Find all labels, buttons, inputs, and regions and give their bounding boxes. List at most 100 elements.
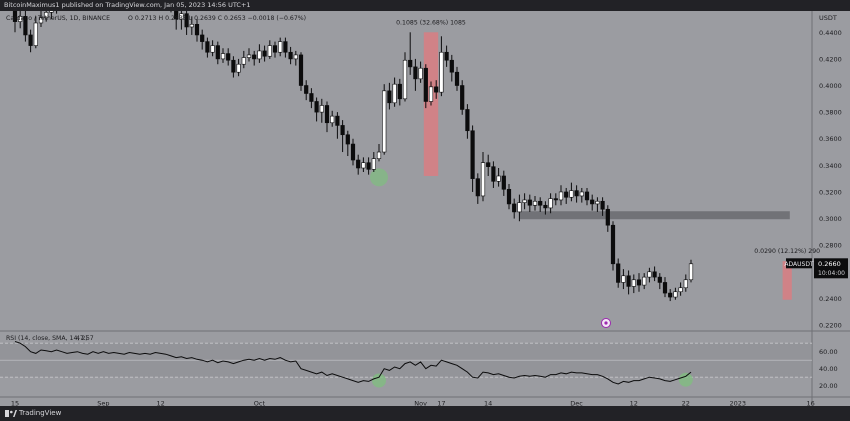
candle [293, 50, 298, 66]
candle-body [636, 279, 642, 286]
candle-body [220, 53, 226, 60]
candle [23, 11, 28, 42]
candle-body [626, 275, 631, 287]
candle-body [470, 130, 475, 179]
legend-layer: Cardano / TetherUS, 1D, BINANCE O 0.2713 … [6, 15, 306, 342]
candle-body [428, 86, 434, 102]
candle [252, 50, 257, 66]
candle-body [538, 200, 543, 206]
candle [278, 37, 283, 57]
candle-body [408, 59, 413, 68]
candle [371, 152, 376, 172]
candle [584, 187, 590, 206]
candle-body [23, 16, 28, 36]
candle [402, 52, 408, 102]
candle-body [569, 190, 574, 198]
measure-label-2: 0.0290 (12.12%) 290 [754, 248, 820, 255]
candle [548, 193, 553, 214]
candle-body [215, 45, 220, 60]
support-zone [519, 211, 790, 220]
candle [465, 104, 470, 139]
candle [470, 125, 475, 192]
candle [210, 40, 215, 57]
y-tick-label: 0.3800 [819, 109, 842, 117]
candle-series[interactable] [12, 11, 694, 302]
candle [449, 54, 454, 82]
candle-body [356, 159, 361, 169]
candle [480, 152, 486, 202]
candle-body [33, 22, 38, 46]
candle [616, 258, 621, 288]
candle-body [345, 134, 350, 145]
published-header: BitcoinMaximus1 published on TradingView… [0, 0, 850, 11]
candle-body [600, 200, 605, 210]
candle-body [376, 151, 382, 159]
candle [382, 84, 387, 155]
candle [543, 201, 548, 215]
candle [454, 66, 460, 91]
candle-body [558, 191, 564, 201]
candle [345, 130, 350, 157]
candle-body [506, 188, 512, 205]
currency-label: USDT [819, 14, 837, 22]
candle-body [38, 17, 44, 24]
candle-body [252, 54, 257, 60]
y-tick-label: 0.3600 [819, 135, 842, 143]
candle-body [179, 13, 184, 20]
candle [309, 88, 314, 109]
candle-body [184, 13, 189, 28]
candle [257, 44, 262, 63]
candle [200, 29, 205, 50]
candle-body [205, 41, 210, 53]
x-tick-label: 16 [806, 400, 814, 407]
y-tick-label: 0.2400 [819, 295, 842, 303]
candle-body [272, 45, 278, 53]
candle [231, 56, 236, 78]
candle-body [631, 279, 636, 287]
candle [501, 170, 506, 196]
candle-body [610, 224, 616, 265]
candle-body [673, 291, 678, 298]
candle-body [512, 203, 517, 213]
x-tick-label: Oct [254, 400, 266, 407]
candle-body [454, 71, 460, 86]
candle-body [605, 208, 610, 226]
symbol-badge [786, 258, 812, 269]
rsi-title: RSI (14, close, SMA, 14, 2) [6, 335, 88, 342]
rsi-pane[interactable] [0, 341, 812, 388]
candle [44, 11, 49, 22]
candle-body [335, 115, 340, 126]
candle [174, 11, 179, 30]
candle-body [434, 86, 439, 93]
candle [262, 45, 267, 62]
candle [33, 16, 38, 49]
tradingview-logo-icon [5, 410, 17, 417]
y-tick-label: 0.3000 [819, 215, 842, 223]
candle-body [246, 54, 252, 58]
rsi-highlight-circle-2 [678, 372, 693, 387]
candle-body [44, 12, 49, 18]
footer-bar: TradingView [0, 406, 850, 421]
candle-body [402, 59, 408, 100]
candle [444, 45, 449, 67]
measure-box-2 [782, 261, 792, 300]
candle-body [12, 11, 18, 22]
candle-body [304, 85, 309, 94]
candle-body [366, 162, 371, 170]
candle-body [236, 63, 241, 73]
candle [340, 120, 345, 153]
candle [38, 11, 44, 27]
measure-label-1: 0.1085 (32.68%) 1085 [396, 19, 466, 26]
candle-body [418, 67, 423, 80]
candle [350, 138, 356, 166]
candle-body [257, 50, 262, 60]
candle-body [522, 199, 527, 203]
candle-body [584, 191, 590, 201]
candle [246, 48, 252, 62]
event-marker-dot [604, 321, 608, 325]
candle-body [564, 191, 569, 198]
candle [366, 157, 371, 175]
candle-body [397, 83, 402, 100]
